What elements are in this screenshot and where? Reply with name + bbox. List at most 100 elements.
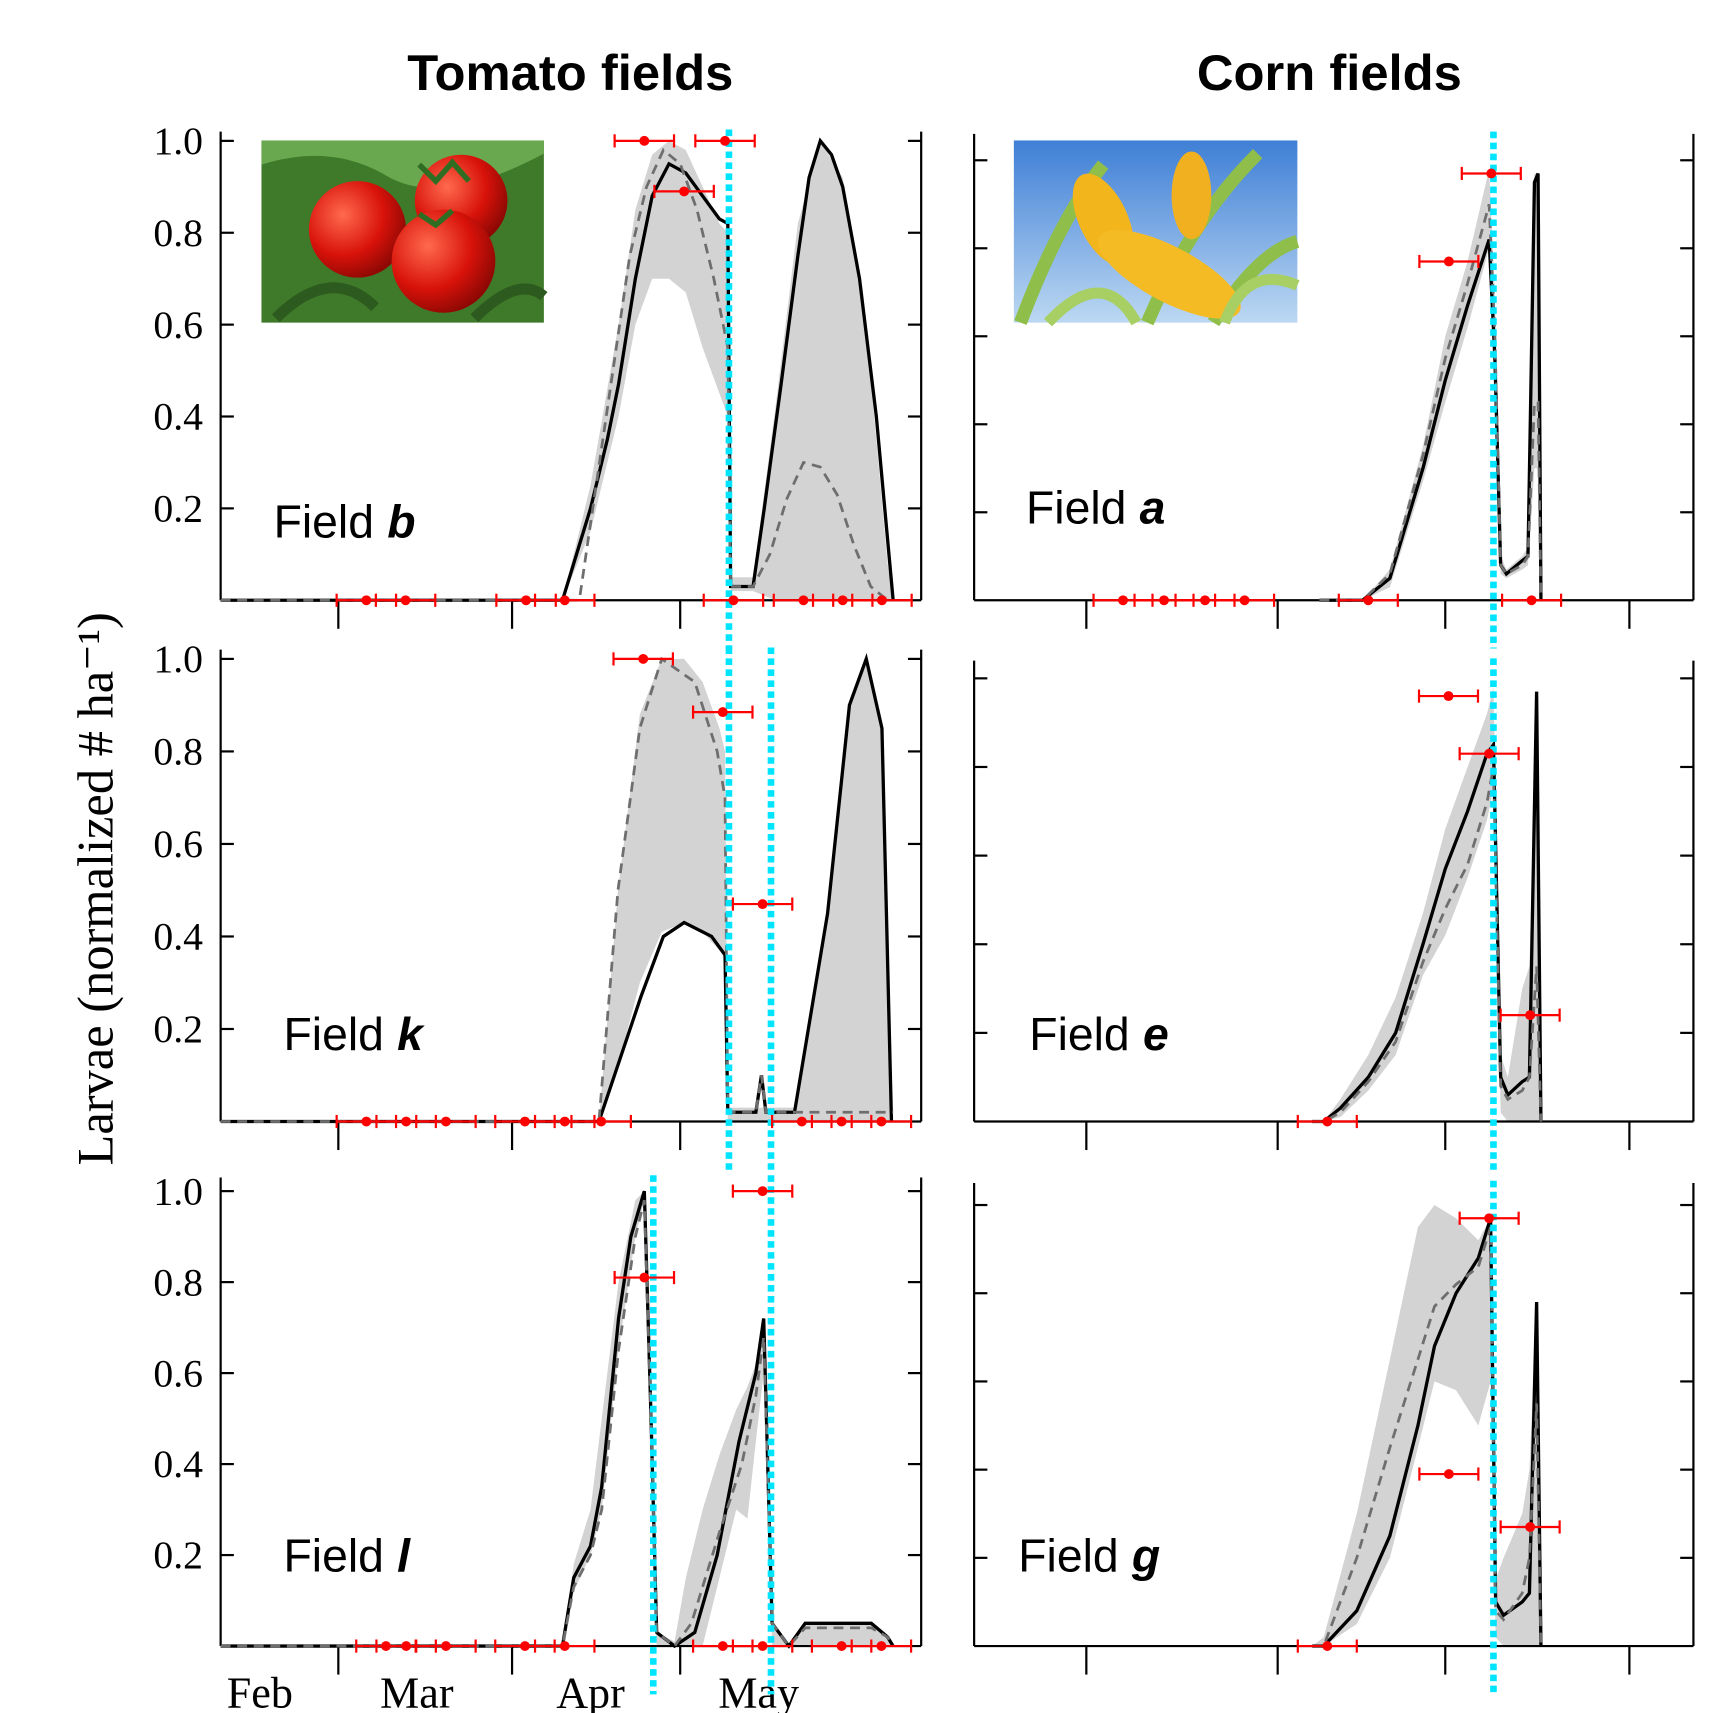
x-tick-label: Apr [556,1669,625,1713]
observation [519,1641,530,1651]
observation [521,595,532,606]
observation [1322,1116,1333,1127]
field-id: b [387,496,415,548]
y-tick-label: 0.2 [153,1007,203,1051]
y-tick-label: 0.2 [153,1533,203,1577]
field-label: Field l [284,1530,412,1582]
observation [1443,691,1454,702]
observation [1443,1469,1454,1479]
observation [728,595,739,606]
observation [836,1641,847,1651]
observation [757,1641,768,1651]
x-tick-label: Feb [227,1669,293,1713]
model-dashed-line [220,1199,895,1649]
observation [1239,595,1250,606]
model-dashed-line [1312,766,1543,1123]
y-tick-label: 1.0 [153,1169,203,1213]
observation [400,595,411,606]
y-tick-label: 0.8 [153,1260,203,1304]
observation [596,1116,607,1127]
field-id: e [1143,1008,1169,1060]
corn-photo [1013,140,1300,327]
panel: Field e [973,658,1695,1170]
field-word: Field [284,1008,384,1060]
observation [1159,595,1169,606]
observation [876,1641,887,1651]
uncertainty-band [1312,687,1541,1122]
y-tick-label: 0.8 [153,211,203,255]
field-id: k [397,1008,425,1060]
field-id: g [1131,1530,1160,1582]
observation [361,1116,372,1127]
y-tick-label: 1.0 [153,119,203,163]
observation [1526,595,1537,606]
field-label: Field e [1029,1008,1168,1060]
model-dashed-line [220,656,894,1123]
uncertainty-band [220,1191,894,1647]
observation [1486,168,1497,179]
x-tick-label: May [718,1669,799,1713]
panel: Field a [973,131,1695,649]
observation [757,1186,768,1197]
y-tick-label: 0.4 [153,395,203,439]
observation [1484,748,1495,759]
column-title: Tomato fields [407,44,733,101]
panel: 0.2 0.4 0.6 0.8 1.0 Field b [153,119,923,649]
column-title: Corn fields [1197,44,1462,101]
uncertainty-band [1312,1205,1541,1647]
x-tick-label: Mar [380,1669,454,1713]
field-label: Field k [284,1008,426,1060]
observation [796,1116,807,1127]
y-tick-label: 0.2 [153,487,203,531]
panel: Field g [973,1180,1695,1695]
model-line [1312,691,1543,1124]
tomato-photo [261,140,548,323]
model-dashed-line [1319,203,1543,602]
observation [639,1272,650,1283]
observation [559,1641,570,1651]
field-word: Field [274,496,374,548]
observation [1484,1213,1495,1224]
observation [401,1116,412,1127]
observation [757,899,768,910]
field-word: Field [1018,1530,1118,1582]
panel: 0.2 0.4 0.6 0.8 1.0 Field k [153,637,923,1170]
y-tick-label: 0.6 [153,822,203,866]
model-dashed-line [220,147,889,602]
y-tick-label: 0.6 [153,1351,203,1395]
observation [519,1116,530,1127]
observation [836,1116,847,1127]
field-id: l [397,1530,411,1582]
observation [876,595,887,606]
panel: 0.2 0.4 0.6 0.8 1.0 Feb Mar Apr May Field l [153,1169,923,1713]
observation [401,1641,412,1651]
y-tick-label: 0.8 [153,730,203,774]
field-word: Field [1029,1008,1129,1060]
field-label: Field g [1018,1530,1160,1582]
field-word: Field [1026,482,1126,534]
observation [638,653,649,664]
observation [717,1641,728,1651]
field-label: Field b [274,496,416,548]
uncertainty-band [1319,169,1541,601]
observation [717,707,728,718]
observation [876,1116,887,1127]
observation [837,595,848,606]
model-line [220,653,894,1124]
observation [1525,1010,1536,1021]
y-tick-label: 1.0 [153,637,203,681]
uncertainty-band [220,658,892,1122]
uncertainty-band [220,140,894,601]
y-axis-label: Larvae (normalized # ha⁻¹) [67,612,123,1165]
observation [559,1116,570,1127]
observation [1322,1641,1333,1651]
field-label: Field a [1026,482,1165,534]
field-word: Field [284,1530,384,1582]
observation [1118,595,1128,606]
model-line [1319,172,1543,602]
observation [1443,256,1454,267]
observation [361,595,372,606]
observation [559,595,570,606]
observation [720,135,730,146]
